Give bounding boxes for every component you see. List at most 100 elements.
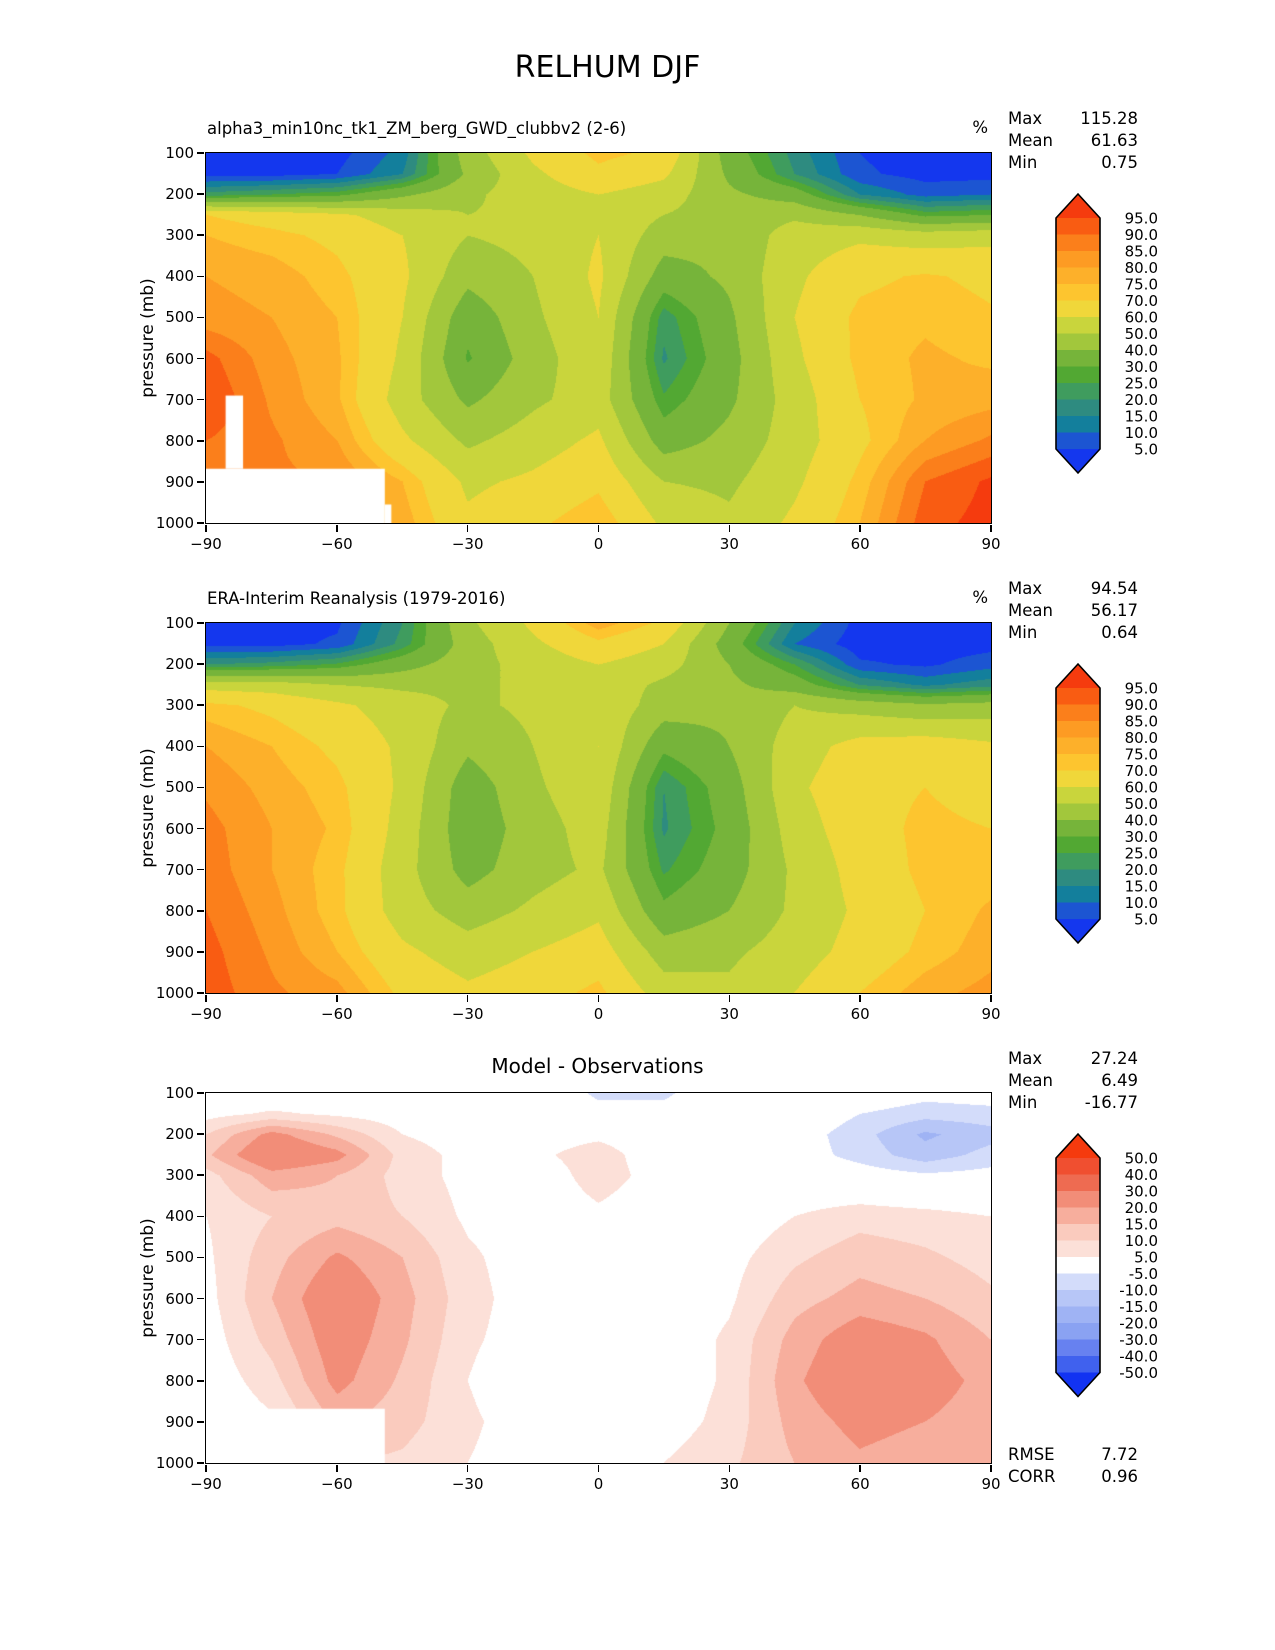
x-tick-label: 30	[719, 1005, 739, 1023]
x-tick-mark	[336, 524, 338, 532]
stats-row: Min -16.77	[1008, 1092, 1138, 1114]
x-tick-label: −90	[190, 1475, 222, 1493]
x-tick-label: −60	[321, 535, 353, 553]
stats-label: Mean	[1008, 601, 1053, 620]
y-axis-label-difference: pressure (mb)	[138, 1218, 158, 1338]
y-tick-mark	[197, 1133, 205, 1135]
x-tick-label: 90	[981, 535, 1001, 553]
x-tick-label: 0	[593, 1005, 604, 1023]
x-tick-mark	[466, 1464, 469, 1472]
y-tick-label: 600	[165, 1289, 194, 1308]
stats-value: 0.75	[1101, 153, 1138, 172]
colorbar-tick-label: 30.0	[1125, 828, 1158, 846]
x-tick-label: 60	[850, 1005, 870, 1023]
x-tick-mark	[205, 1464, 207, 1472]
x-tick-label: 60	[850, 535, 870, 553]
stats-row: Max 115.28	[1008, 108, 1138, 130]
y-tick-label: 600	[165, 819, 194, 838]
stats-row: Mean 61.63	[1008, 130, 1138, 152]
stats-row: Min 0.64	[1008, 622, 1138, 644]
y-tick-label: 200	[165, 1125, 194, 1144]
stats-label: Min	[1008, 1093, 1038, 1112]
colorbar-tick-label: 25.0	[1125, 845, 1158, 863]
x-tick-label: −90	[190, 1005, 222, 1023]
y-tick-mark	[197, 234, 205, 237]
colorbar-tick-label: 50.0	[1125, 325, 1158, 343]
panel-title-model: alpha3_min10nc_tk1_ZM_berg_GWD_clubbv2 (…	[207, 119, 627, 138]
colorbar-tick-label: 5.0	[1134, 1249, 1158, 1267]
unit-label-model: %	[972, 118, 988, 137]
colorbar-tick-label: 10.0	[1125, 424, 1158, 442]
colorbar-svg-era-interim: 95.090.085.080.075.070.060.050.040.030.0…	[1055, 662, 1158, 945]
x-tick-label: −30	[451, 535, 484, 553]
colorbar-svg-difference: 50.040.030.020.015.010.05.0-5.0-10.0-15.…	[1055, 1132, 1158, 1398]
unit-label-era-interim: %	[972, 588, 988, 607]
stats-row: CORR 0.96	[1008, 1466, 1138, 1488]
x-tick-mark	[990, 994, 992, 1002]
y-tick-mark	[197, 275, 205, 278]
colorbar-model: 95.0 90.0 85.0 80.0 75.0 70.0 60.0 50.0 40.0 30.0…	[1054, 192, 1204, 487]
y-tick-mark	[197, 663, 205, 665]
contour-canvas-model	[206, 153, 991, 523]
colorbar-tick-label: 90.0	[1125, 226, 1158, 244]
stats-label: Min	[1008, 623, 1038, 642]
y-tick-label: 400	[165, 267, 194, 286]
y-tick-mark	[197, 1297, 205, 1300]
stats-value: 61.63	[1090, 131, 1138, 150]
x-tick-label: −30	[451, 1005, 484, 1023]
stats-value: 0.96	[1101, 1467, 1138, 1486]
stats-row: RMSE 7.72	[1008, 1444, 1138, 1466]
stats-row: Mean 6.49	[1008, 1070, 1138, 1092]
x-tick-mark	[859, 524, 861, 532]
colorbar-tick-label: 95.0	[1125, 680, 1158, 698]
y-tick-label: 500	[165, 778, 194, 797]
colorbar-tick-label: 70.0	[1125, 292, 1158, 310]
x-tick-label: 60	[850, 1475, 870, 1493]
y-tick-label: 900	[165, 472, 194, 491]
y-tick-mark	[197, 704, 205, 707]
y-tick-mark	[197, 909, 205, 912]
colorbar-tick-label: 10.0	[1125, 1232, 1158, 1250]
y-tick-mark	[197, 398, 205, 401]
stats-value: 27.24	[1090, 1049, 1138, 1068]
colorbar-tick-label: 80.0	[1125, 259, 1158, 277]
colorbar-tick-label: 50.0	[1125, 795, 1158, 813]
x-tick-mark	[466, 524, 469, 532]
y-tick-label: 700	[165, 1330, 194, 1349]
x-tick-label: 90	[981, 1005, 1001, 1023]
x-tick-label: −30	[451, 1475, 484, 1493]
y-tick-label: 700	[165, 390, 194, 409]
colorbar-tick-label: 15.0	[1125, 878, 1158, 896]
plot-area-difference: −90 −60 −30 0 30 60 90 100 200 300 400 500 600 700 800…	[138, 1084, 1001, 1493]
x-tick-label: 0	[593, 1475, 604, 1493]
x-tick-mark	[597, 1464, 600, 1472]
y-tick-mark	[197, 439, 205, 442]
y-tick-label: 800	[165, 901, 194, 920]
y-axis-label-model: pressure (mb)	[138, 278, 158, 398]
x-tick-mark	[597, 524, 600, 532]
colorbar-tick-label: 80.0	[1125, 729, 1158, 747]
y-tick-label: 100	[165, 144, 194, 162]
y-tick-mark	[197, 745, 205, 748]
y-axis-label-era-interim: pressure (mb)	[138, 748, 158, 868]
y-tick-mark	[197, 827, 205, 830]
stats-label: Mean	[1008, 1071, 1053, 1090]
y-tick-mark	[197, 193, 205, 195]
stats-value: 94.54	[1090, 579, 1138, 598]
y-tick-label: 1000	[155, 984, 194, 1002]
stats-era-interim: Max 94.54 Mean 56.17 Min 0.64	[1008, 578, 1138, 644]
extra-stats-difference: RMSE 7.72 CORR 0.96	[1008, 1444, 1138, 1488]
x-tick-mark	[859, 994, 861, 1002]
x-tick-mark	[597, 994, 600, 1002]
colorbar-tick-label: 25.0	[1125, 375, 1158, 393]
x-tick-label: 0	[593, 535, 604, 553]
stats-row: Min 0.75	[1008, 152, 1138, 174]
colorbar-tick-label: 50.0	[1125, 1150, 1158, 1168]
y-tick-label: 200	[165, 655, 194, 674]
colorbar-tick-label: 95.0	[1125, 210, 1158, 228]
y-tick-mark	[197, 1462, 205, 1464]
colorbar-tick-label: 90.0	[1125, 696, 1158, 714]
y-tick-mark	[197, 1379, 205, 1382]
y-tick-mark	[197, 522, 205, 524]
